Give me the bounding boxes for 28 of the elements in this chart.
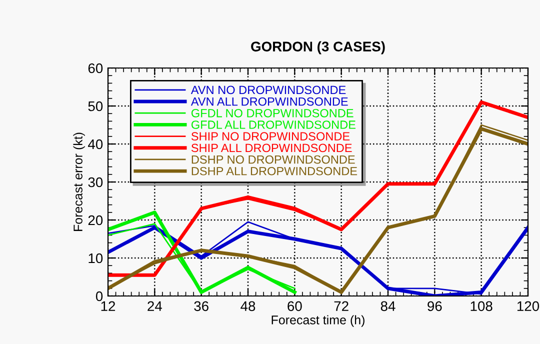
legend-label: AVN ALL DROPWINDSONDE xyxy=(190,97,348,106)
x-tick-label: 84 xyxy=(380,301,396,312)
legend-label: GFDL NO DROPWINDSONDE xyxy=(192,108,354,118)
x-tick-label: 108 xyxy=(470,301,492,312)
y-tick-label: 60 xyxy=(88,63,103,74)
y-tick-label: 0 xyxy=(96,291,103,302)
legend-label: GFDL ALL DROPWINDSONDE xyxy=(192,120,356,129)
x-tick-label: 12 xyxy=(101,301,116,311)
x-axis-title: Forecast time (h) xyxy=(272,315,364,327)
x-tick-label: 120 xyxy=(517,301,540,312)
legend-label: DSHP ALL DROPWINDSONDE xyxy=(192,166,358,176)
legend-label: SHIP ALL DROPWINDSONDE xyxy=(191,144,352,152)
legend-label: AVN NO DROPWINDSONDE xyxy=(190,86,346,94)
x-tick-label: 60 xyxy=(288,301,302,312)
y-tick-label: 50 xyxy=(88,101,103,112)
x-tick-label: 48 xyxy=(240,301,256,312)
y-tick-label: 10 xyxy=(88,253,103,264)
legend-label: DSHP NO DROPWINDSONDE xyxy=(192,155,355,164)
y-axis-title: Forecast error (kt) xyxy=(73,132,85,231)
y-tick-label: 40 xyxy=(88,139,103,150)
y-tick-label: 20 xyxy=(88,215,103,226)
x-tick-label: 24 xyxy=(148,301,162,311)
x-tick-label: 96 xyxy=(428,301,442,312)
x-tick-label: 36 xyxy=(194,301,208,312)
y-tick-label: 30 xyxy=(88,177,103,188)
chart-title: GORDON (3 CASES) xyxy=(251,41,385,54)
x-tick-label: 72 xyxy=(334,301,348,311)
legend-label: SHIP NO DROPWINDSONDE xyxy=(191,132,350,141)
